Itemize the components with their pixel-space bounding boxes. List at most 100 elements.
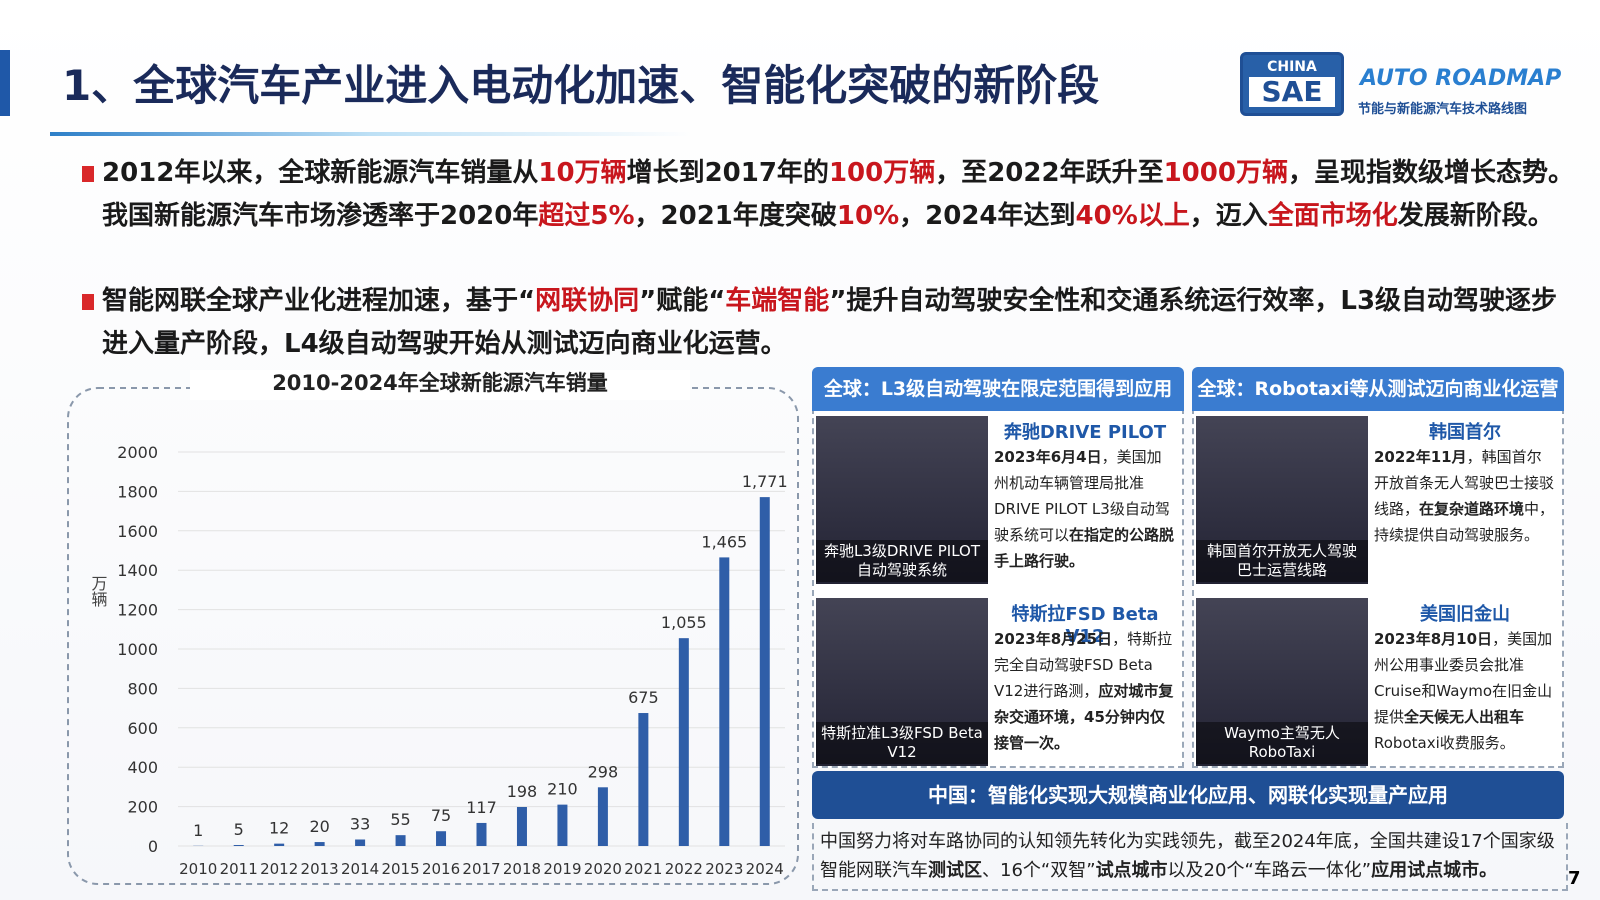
- text-run: 发展新阶段。: [1397, 201, 1554, 231]
- value-label: 210: [547, 780, 578, 799]
- value-label: 198: [507, 782, 538, 801]
- photo: [1196, 598, 1368, 766]
- y-tick-label: 600: [127, 719, 158, 738]
- logo-top: CHINA: [1267, 59, 1317, 75]
- photo-caption: Waymo主驾无人RoboTaxi: [1196, 722, 1368, 764]
- bar: [557, 804, 568, 846]
- text-run: 10%: [836, 201, 900, 231]
- bar: [274, 843, 285, 846]
- text-run: 2022年11月: [1374, 448, 1467, 466]
- text-run: 1000万辆: [1163, 158, 1288, 188]
- photo: [816, 416, 988, 584]
- x-tick-label: 2019: [543, 860, 581, 878]
- card-body: 2023年8月10日，美国加州公用事业委员会批准Cruise和Waymo在旧金山…: [1374, 626, 1556, 756]
- slide-title: 1、全球汽车产业进入电动化加速、智能化突破的新阶段: [62, 61, 1100, 110]
- panel-header: 全球：Robotaxi等从测试迈向商业化运营: [1192, 367, 1564, 411]
- text-run: ，韩国首尔开放首条无人驾驶巴士接驳线路，: [1374, 448, 1555, 518]
- text-run: 在复杂道路环境: [1419, 500, 1525, 518]
- brand: AUTO ROADMAP: [1360, 66, 1562, 91]
- text-run: 2023年6月4日: [994, 448, 1102, 466]
- value-label: 75: [431, 806, 451, 825]
- card-body: 2023年6月4日，美国加州机动车辆管理局批准DRIVE PILOT L3级自动…: [994, 444, 1176, 574]
- x-tick-label: 2021: [624, 860, 662, 878]
- text-run: 、16个“双智”: [982, 860, 1096, 881]
- card-title: 奔驰DRIVE PILOT: [1003, 422, 1167, 443]
- y-axis-label: 万辆: [89, 575, 108, 608]
- bar: [638, 713, 649, 846]
- text-run: 增长到2017年的: [626, 158, 829, 188]
- text-run: 在指定的公路脱手上路行驶。: [994, 526, 1175, 570]
- title-underline: [50, 132, 690, 136]
- photo: [816, 598, 988, 766]
- text-run: 全天候无人出租车: [1404, 708, 1525, 726]
- value-label: 20: [309, 817, 329, 836]
- x-tick-label: 2017: [462, 860, 500, 878]
- text-run: 以及20个“车路云一体化”: [1167, 860, 1372, 881]
- text-run: 中，持续提供自动驾驶服务。: [1374, 500, 1555, 544]
- y-tick-label: 1600: [117, 522, 158, 541]
- photo: [1196, 416, 1368, 584]
- text-run: 车端智能: [725, 286, 830, 316]
- text-run: 2023年8月25日: [994, 630, 1113, 648]
- value-label: 12: [269, 819, 289, 838]
- sae-logo: CHINA SAE: [1240, 52, 1344, 116]
- y-tick-label: 1400: [117, 561, 158, 580]
- text-run: 40%以上: [1075, 201, 1190, 231]
- y-tick-label: 1800: [117, 482, 158, 501]
- x-tick-label: 2015: [381, 860, 419, 878]
- title-bg: [190, 370, 690, 400]
- text-run: 2023年8月10日: [1374, 630, 1493, 648]
- text-run: 超过5%: [538, 201, 635, 231]
- text-run: ”提升自动驾驶安全性和交通系统运行效率，L3级自动驾驶逐步进入量产阶段，L4级自…: [102, 286, 1558, 359]
- x-tick-label: 2012: [260, 860, 298, 878]
- text-run: 网联协同: [535, 286, 640, 316]
- text-run: 中国努力将对车路协同的认知领先转化为实践领先，截至2024年底，全国共建设17个…: [820, 831, 1555, 881]
- card-title: 韩国首尔: [1429, 422, 1501, 443]
- china-body: 中国努力将对车路协同的认知领先转化为实践领先，截至2024年底，全国共建设17个…: [812, 823, 1568, 891]
- bar: [355, 839, 366, 846]
- x-tick-label: 2024: [746, 860, 784, 878]
- x-tick-label: 2022: [665, 860, 703, 878]
- chart-title: 2010-2024年全球新能源汽车销量: [272, 371, 608, 395]
- x-tick-label: 2023: [705, 860, 743, 878]
- panel-header: 全球：L3级自动驾驶在限定范围得到应用: [812, 367, 1184, 411]
- bar: [719, 557, 730, 846]
- logo-bottom: SAE: [1249, 77, 1335, 107]
- y-tick-label: 800: [127, 679, 158, 698]
- text-run: ，特斯拉完全自动驾驶FSD Beta V12进行路测，: [994, 630, 1173, 700]
- text-run: 测试区: [928, 860, 982, 881]
- value-label: 55: [390, 810, 410, 829]
- text-run: ，2021年度突破: [634, 201, 837, 231]
- x-tick-label: 2010: [179, 860, 217, 878]
- card-title: 特斯拉FSD Beta V12: [1011, 604, 1159, 647]
- value-label: 1,771: [742, 472, 788, 491]
- value-label: 5: [234, 820, 244, 839]
- photo-caption: 特斯拉准L3级FSD Beta V12: [816, 722, 988, 764]
- value-label: 675: [628, 688, 659, 707]
- value-label: 1: [193, 821, 203, 840]
- y-tick-label: 200: [127, 798, 158, 817]
- y-tick-label: 0: [148, 837, 158, 856]
- value-label: 1,465: [701, 532, 747, 551]
- text-run: 试点城市: [1095, 860, 1168, 881]
- bar: [516, 806, 527, 846]
- x-tick-label: 2018: [503, 860, 541, 878]
- bullet: 2012年以来，全球新能源汽车销量从10万辆增长到2017年的100万辆，至20…: [82, 152, 1582, 238]
- bar: [678, 638, 689, 846]
- bar: [597, 787, 608, 846]
- text-run: 应用试点城市。: [1371, 860, 1498, 881]
- text-run: ，2024年达到: [899, 201, 1076, 231]
- y-tick-label: 2000: [117, 443, 158, 462]
- text-run: 2012年以来，全球新能源汽车销量从: [102, 158, 539, 188]
- chart: 2010-2024年全球新能源汽车销量 万辆 0 200 400 600 800 1000…: [67, 370, 799, 885]
- bar: [395, 835, 406, 846]
- bar: [233, 845, 244, 846]
- text-run: ，呈现指数级增长态势。我国新能源汽车市场渗透率于2020年: [102, 158, 1574, 231]
- bar: [759, 497, 770, 846]
- text-run: ，迈入: [1189, 201, 1268, 231]
- accent-bar: [0, 50, 10, 116]
- value-label: 33: [350, 814, 370, 833]
- card-body: 2022年11月，韩国首尔开放首条无人驾驶巴士接驳线路，在复杂道路环境中，持续提…: [1374, 444, 1556, 548]
- y-tick-label: 1000: [117, 640, 158, 659]
